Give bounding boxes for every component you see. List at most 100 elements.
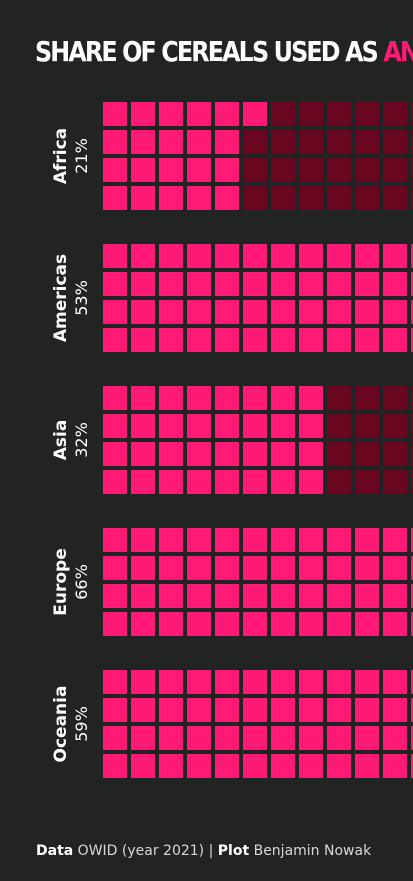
chart-title: SHARE OF CEREALS USED AS ANIM (35, 34, 413, 70)
waffle-cell (271, 300, 295, 324)
waffle-cell (215, 528, 239, 552)
waffle-cell (383, 584, 407, 608)
waffle-cell (131, 442, 155, 466)
waffle-cell (327, 386, 351, 410)
waffle-cell (131, 698, 155, 722)
waffle-cell (187, 300, 211, 324)
waffle-cell (215, 670, 239, 694)
waffle-cell (103, 386, 127, 410)
waffle-cell (271, 754, 295, 778)
waffle-cell (187, 130, 211, 154)
waffle-cell (383, 612, 407, 636)
waffle-cell (327, 698, 351, 722)
region-share-label: 59% (72, 706, 91, 742)
waffle-cell (355, 470, 379, 494)
waffle-cell (411, 726, 413, 750)
waffle-cell (159, 244, 183, 268)
waffle-cell (159, 300, 183, 324)
waffle-cell (187, 670, 211, 694)
waffle-cell (159, 698, 183, 722)
waffle-cell (411, 754, 413, 778)
waffle-cell (103, 414, 127, 438)
waffle-cell (383, 698, 407, 722)
waffle-cell (411, 300, 413, 324)
waffle-cell (103, 442, 127, 466)
waffle-cell (159, 670, 183, 694)
waffle-cell (243, 442, 267, 466)
caption-plot-label: Plot (217, 843, 250, 859)
waffle-cell (383, 300, 407, 324)
waffle-cell (215, 300, 239, 324)
waffle-cell (327, 244, 351, 268)
waffle-cell (159, 470, 183, 494)
waffle-cell (355, 130, 379, 154)
waffle-cell (187, 272, 211, 296)
waffle-cell (131, 130, 155, 154)
waffle-cell (159, 386, 183, 410)
waffle-cell (215, 186, 239, 210)
waffle-cell (327, 130, 351, 154)
waffle-cell (383, 158, 407, 182)
waffle-cell (355, 386, 379, 410)
waffle-cell (131, 244, 155, 268)
waffle-cell (327, 414, 351, 438)
waffle-cell (299, 442, 323, 466)
waffle-cell (243, 754, 267, 778)
waffle-cell (383, 470, 407, 494)
waffle-cell (271, 186, 295, 210)
region-share-label: 53% (72, 280, 91, 316)
region-share-label: 66% (72, 564, 91, 600)
caption: Data OWID (year 2021) | Plot Benjamin No… (36, 841, 371, 861)
waffle-cell (103, 244, 127, 268)
waffle-cell (103, 754, 127, 778)
waffle-cell (159, 158, 183, 182)
waffle-cell (355, 300, 379, 324)
waffle-cell (411, 386, 413, 410)
waffle-cell (299, 698, 323, 722)
waffle-cell (131, 754, 155, 778)
waffle-cell (103, 670, 127, 694)
waffle-cell (383, 726, 407, 750)
waffle-cell (355, 698, 379, 722)
waffle-cell (271, 442, 295, 466)
waffle-cell (411, 698, 413, 722)
waffle-cell (215, 130, 239, 154)
waffle-cell (215, 584, 239, 608)
waffle-cell (243, 300, 267, 324)
waffle-cell (355, 670, 379, 694)
region-label: Asia (51, 420, 71, 461)
waffle-cell (103, 726, 127, 750)
waffle-cell (355, 612, 379, 636)
waffle-cell (243, 670, 267, 694)
waffle-cell (299, 186, 323, 210)
waffle-cell (215, 328, 239, 352)
waffle-cell (103, 300, 127, 324)
waffle-cell (299, 328, 323, 352)
waffle-cell (103, 158, 127, 182)
waffle-cell (411, 272, 413, 296)
waffle-cell (411, 556, 413, 580)
waffle-cell (271, 130, 295, 154)
waffle-cell (215, 386, 239, 410)
waffle-cell (103, 556, 127, 580)
waffle-cell (131, 272, 155, 296)
waffle-cell (243, 130, 267, 154)
waffle-cell (271, 698, 295, 722)
waffle-panel-oceania (103, 670, 413, 778)
waffle-cell (299, 102, 323, 126)
waffle-cell (187, 102, 211, 126)
waffle-cell (159, 442, 183, 466)
waffle-cell (131, 584, 155, 608)
waffle-cell (159, 102, 183, 126)
waffle-cell (243, 470, 267, 494)
waffle-cell (355, 584, 379, 608)
waffle-cell (299, 300, 323, 324)
waffle-cell (299, 670, 323, 694)
waffle-cell (215, 612, 239, 636)
waffle-cell (411, 130, 413, 154)
waffle-cell (187, 386, 211, 410)
waffle-cell (215, 698, 239, 722)
waffle-cell (299, 528, 323, 552)
waffle-cell (299, 414, 323, 438)
waffle-cell (103, 470, 127, 494)
